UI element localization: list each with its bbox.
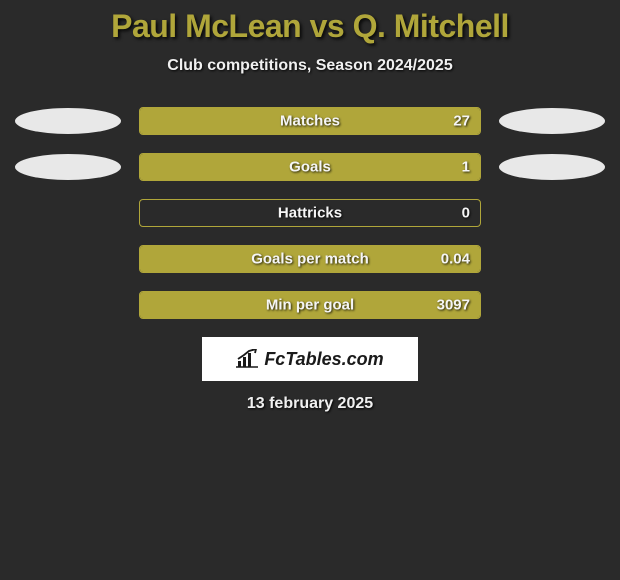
stat-value: 1 (462, 159, 470, 176)
brand-box: FcTables.com (202, 337, 418, 381)
stat-label: Hattricks (278, 205, 342, 222)
stat-label: Goals (289, 159, 331, 176)
player-left-ellipse (15, 154, 121, 180)
stat-row: Min per goal 3097 (0, 291, 620, 319)
player-right-ellipse (499, 154, 605, 180)
stat-label: Goals per match (251, 251, 369, 268)
stat-value: 0 (462, 205, 470, 222)
stat-label: Matches (280, 113, 340, 130)
stat-bar: Min per goal 3097 (139, 291, 481, 319)
page-title: Paul McLean vs Q. Mitchell (0, 8, 620, 45)
stat-bar: Hattricks 0 (139, 199, 481, 227)
stat-bar: Goals 1 (139, 153, 481, 181)
stat-row: Matches 27 (0, 107, 620, 135)
stat-bar: Matches 27 (139, 107, 481, 135)
stat-value: 3097 (437, 297, 470, 314)
stat-value: 27 (453, 113, 470, 130)
subtitle: Club competitions, Season 2024/2025 (0, 57, 620, 75)
stat-row: Hattricks 0 (0, 199, 620, 227)
date-text: 13 february 2025 (0, 395, 620, 413)
stat-row: Goals per match 0.04 (0, 245, 620, 273)
comparison-card: Paul McLean vs Q. Mitchell Club competit… (0, 0, 620, 413)
chart-icon (236, 349, 260, 369)
stat-row: Goals 1 (0, 153, 620, 181)
stats-rows: Matches 27 Goals 1 Hattricks 0 Goals per match… (0, 107, 620, 319)
brand-text: FcTables.com (264, 349, 383, 370)
brand-logo: FcTables.com (236, 349, 383, 370)
stat-label: Min per goal (266, 297, 354, 314)
player-right-ellipse (499, 108, 605, 134)
stat-bar: Goals per match 0.04 (139, 245, 481, 273)
player-left-ellipse (15, 108, 121, 134)
stat-value: 0.04 (441, 251, 470, 268)
